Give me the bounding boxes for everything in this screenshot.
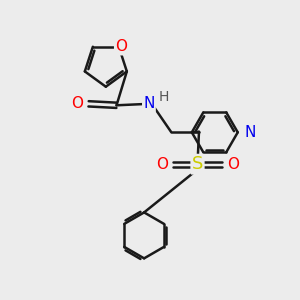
Text: N: N	[244, 125, 256, 140]
Text: O: O	[227, 157, 239, 172]
Text: O: O	[71, 96, 83, 111]
Text: O: O	[156, 157, 168, 172]
Text: S: S	[192, 155, 203, 173]
Text: N: N	[143, 96, 154, 111]
Text: H: H	[158, 90, 169, 104]
Text: O: O	[115, 39, 127, 54]
